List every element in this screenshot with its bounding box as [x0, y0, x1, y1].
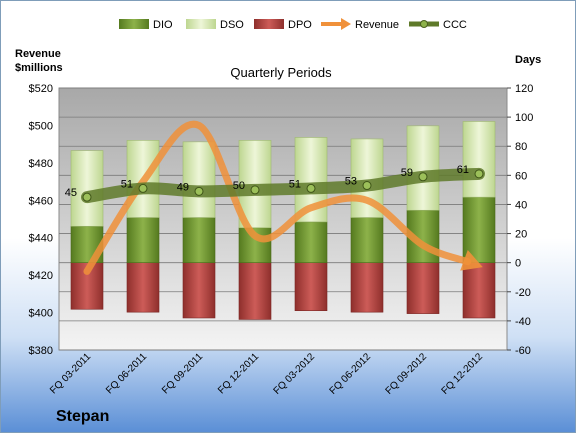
bar-dso [182, 141, 216, 218]
bars [70, 121, 496, 320]
legend-swatch-dio [119, 19, 149, 29]
ccc-point [194, 186, 204, 196]
bar-dio [182, 217, 216, 263]
ccc-data-label: 49 [177, 181, 189, 193]
ccc-series: 45 51 49 50 51 53 59 61 [65, 164, 485, 204]
y-right-tick-label: 40 [515, 199, 527, 211]
ccc-data-label: 59 [401, 167, 413, 179]
y-left-ticks: $380 $400 $420 $440 $460 $480 $500 $520 [29, 83, 53, 357]
x-tick-label: FQ 09-2012 [384, 351, 430, 397]
x-tick-label: FQ 06-2011 [104, 351, 149, 396]
y-left-tick-label: $380 [29, 345, 53, 357]
bar-dpo [238, 262, 272, 320]
legend-swatch-dpo [254, 19, 284, 29]
revenue-arrowhead [460, 249, 483, 271]
ccc-data-label: 50 [233, 180, 245, 192]
ccc-point [362, 181, 372, 191]
bar-dpo [182, 262, 216, 319]
x-tick-labels: FQ 03-2011 FQ 06-2011 FQ 09-2011 FQ 12-2011… [48, 351, 485, 397]
bar-dso [406, 125, 440, 211]
x-tick-label: FQ 03-2011 [48, 351, 93, 396]
y-right-tick-label: -20 [515, 287, 531, 299]
y-right-tick-label: 80 [515, 141, 527, 153]
revenue-series [83, 120, 483, 275]
ccc-point [82, 192, 92, 202]
y-right-tick-label: 60 [515, 170, 527, 182]
ccc-point [250, 185, 260, 195]
bar-dpo [350, 262, 384, 313]
y-left-tick-label: $520 [29, 83, 53, 95]
y-right-label: Days [515, 54, 541, 66]
legend-swatch-dso [186, 19, 216, 29]
bar-dso [70, 150, 104, 227]
ccc-data-label: 51 [121, 178, 133, 190]
legend-label-dio: DIO [153, 19, 173, 31]
y-left-tick-label: $480 [29, 158, 53, 170]
company-name: Stepan [56, 408, 109, 425]
bar-dpo [294, 262, 328, 311]
x-tick-label: FQ 09-2011 [160, 351, 205, 396]
bar-dio [294, 221, 328, 263]
legend-swatch-revenue [321, 18, 351, 30]
revenue-line [83, 120, 472, 275]
chart-title: Quarterly Periods [230, 65, 332, 80]
y-left-label-line1: Revenue [15, 48, 61, 60]
y-right-tick-label: -40 [515, 316, 531, 328]
y-right-tick-label: 120 [515, 83, 533, 95]
y-right-tick-label: -60 [515, 345, 531, 357]
legend-swatch-ccc [409, 20, 439, 28]
y-left-tick-label: $460 [29, 195, 53, 207]
ccc-point [138, 183, 148, 193]
x-tick-label: FQ 06-2012 [328, 351, 374, 397]
y-right-ticks: -60 -40 -20 0 20 40 60 80 100 120 [507, 83, 533, 357]
y-right-tick-label: 0 [515, 258, 521, 270]
ccc-data-label: 61 [457, 164, 469, 176]
ccc-point [418, 172, 428, 182]
legend-label-dso: DSO [220, 19, 244, 31]
plot-area [58, 87, 508, 351]
y-left-tick-label: $420 [29, 270, 53, 282]
legend-label-revenue: Revenue [355, 19, 399, 31]
legend-label-dpo: DPO [288, 19, 312, 31]
x-tick-label: FQ 12-2011 [216, 351, 261, 396]
legend: DIO DSO DPO Revenue CCC [119, 18, 467, 31]
bar-dpo [126, 262, 160, 313]
bar-dio [126, 217, 160, 263]
ccc-point [474, 169, 484, 179]
bar-dpo [462, 262, 496, 319]
x-tick-label: FQ 12-2012 [440, 351, 486, 397]
y-left-label-line2: $millions [15, 62, 63, 74]
ccc-data-label: 53 [345, 176, 357, 188]
legend-label-ccc: CCC [443, 19, 467, 31]
ccc-line [81, 167, 485, 204]
ccc-data-label: 45 [65, 187, 77, 199]
bar-dso [462, 121, 496, 198]
bar-dio [350, 217, 384, 263]
y-right-tick-label: 20 [515, 229, 527, 241]
ccc-data-label: 51 [289, 178, 301, 190]
bar-dpo [406, 262, 440, 314]
ccc-point [306, 183, 316, 193]
y-right-tick-label: 100 [515, 112, 533, 124]
y-left-tick-label: $440 [29, 233, 53, 245]
y-left-tick-label: $500 [29, 120, 53, 132]
x-tick-label: FQ 03-2012 [272, 351, 318, 397]
y-left-tick-label: $400 [29, 308, 53, 320]
